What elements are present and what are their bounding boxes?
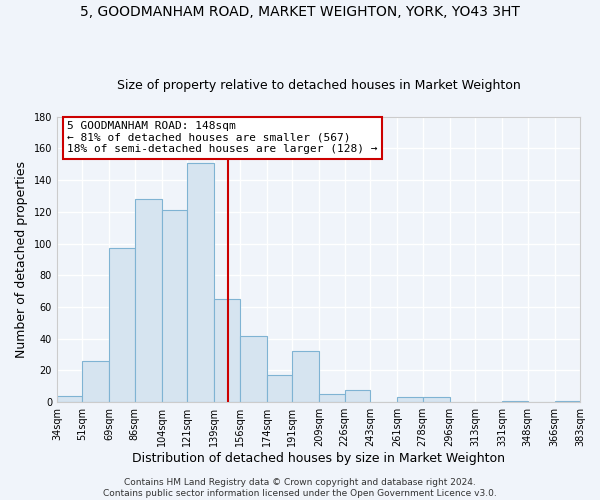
Bar <box>135 199 162 402</box>
Text: Contains HM Land Registry data © Crown copyright and database right 2024.
Contai: Contains HM Land Registry data © Crown c… <box>103 478 497 498</box>
X-axis label: Distribution of detached houses by size in Market Weighton: Distribution of detached houses by size … <box>132 452 505 465</box>
Bar <box>82 361 109 402</box>
Bar <box>397 398 422 402</box>
Text: 5, GOODMANHAM ROAD, MARKET WEIGHTON, YORK, YO43 3HT: 5, GOODMANHAM ROAD, MARKET WEIGHTON, YOR… <box>80 5 520 19</box>
Bar <box>162 210 187 402</box>
Bar <box>240 336 267 402</box>
Bar <box>422 398 449 402</box>
Bar <box>57 396 82 402</box>
Bar <box>554 400 580 402</box>
Text: 5 GOODMANHAM ROAD: 148sqm
← 81% of detached houses are smaller (567)
18% of semi: 5 GOODMANHAM ROAD: 148sqm ← 81% of detac… <box>67 121 378 154</box>
Bar <box>267 376 292 402</box>
Bar <box>109 248 135 402</box>
Bar <box>214 299 240 402</box>
Bar <box>319 394 344 402</box>
Bar <box>187 163 214 402</box>
Y-axis label: Number of detached properties: Number of detached properties <box>15 161 28 358</box>
Bar <box>344 390 370 402</box>
Title: Size of property relative to detached houses in Market Weighton: Size of property relative to detached ho… <box>116 79 520 92</box>
Bar <box>292 352 319 402</box>
Bar <box>502 400 527 402</box>
